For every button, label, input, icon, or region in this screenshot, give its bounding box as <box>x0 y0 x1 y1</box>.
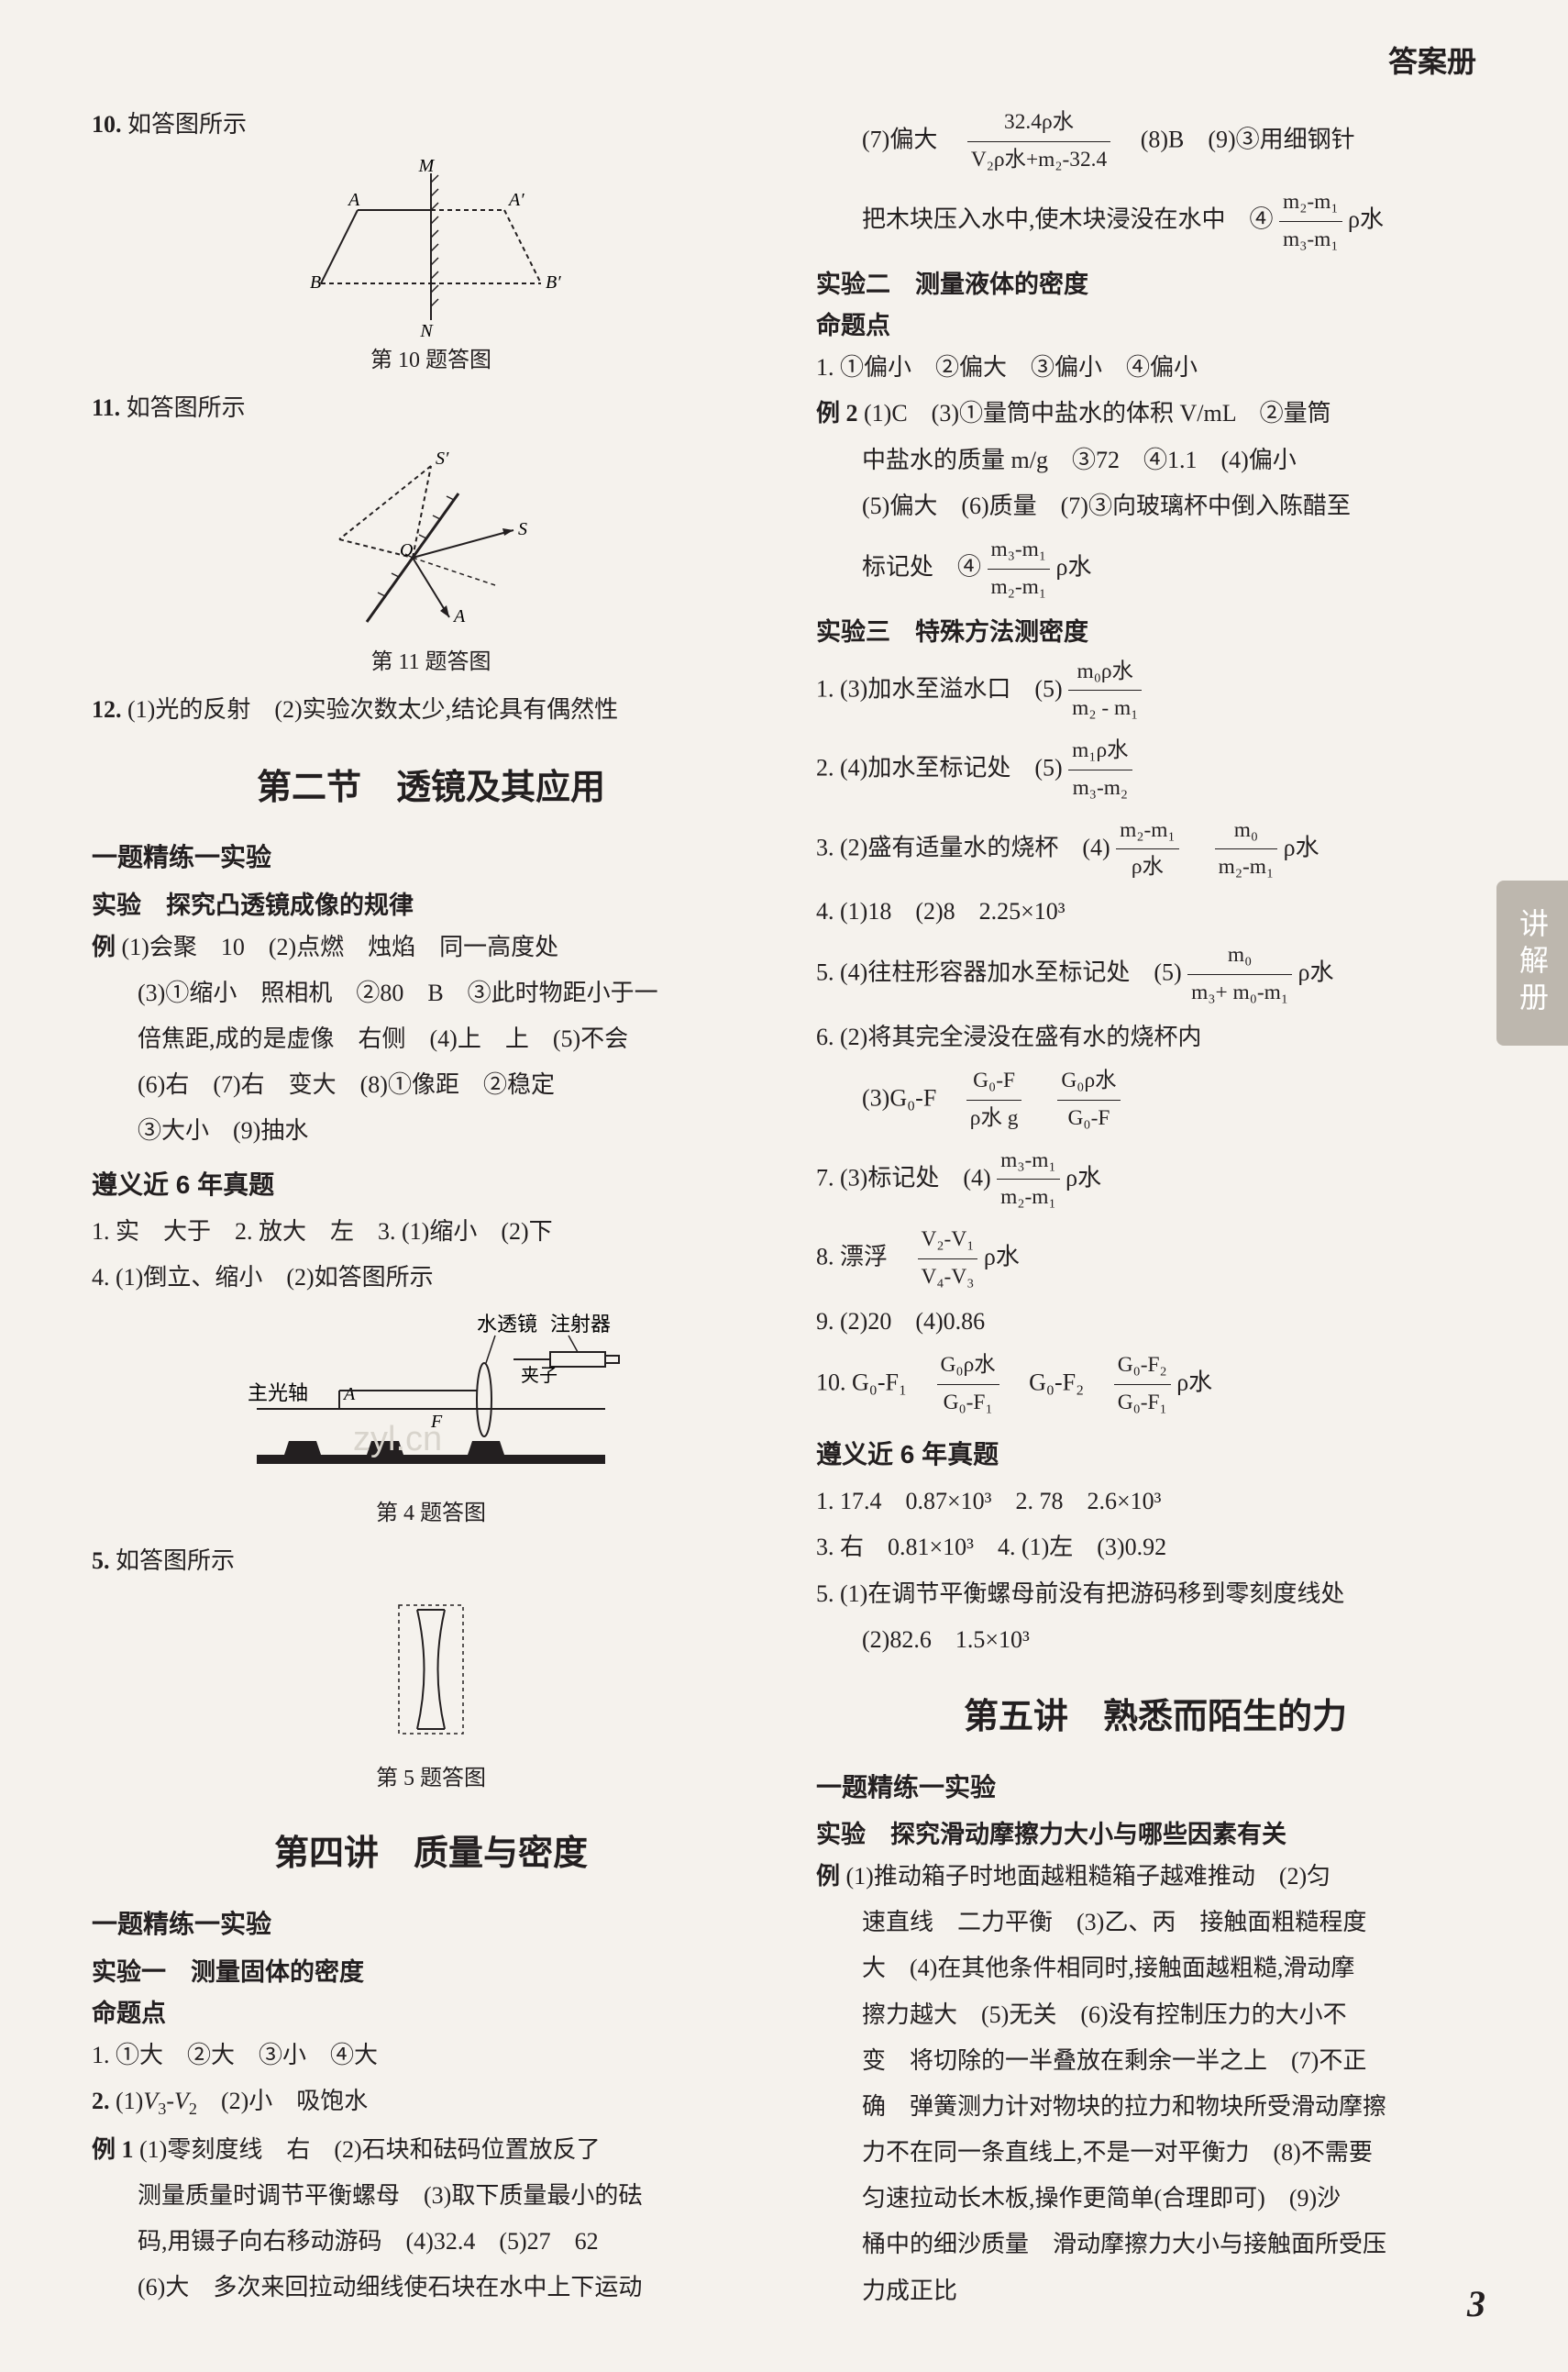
m2-line: 1. ①偏小 ②偏大 ③偏小 ④偏小 <box>816 348 1495 388</box>
ex4-line: 速直线 二力平衡 (3)乙、丙 接触面粗糙程度 <box>862 1902 1495 1943</box>
ex-line: (3)①缩小 照相机 ②80 B ③此时物距小于一 <box>138 973 770 1014</box>
svg-text:M: M <box>418 156 436 176</box>
content-columns: 10. 如答图所示 M A A′ <box>92 105 1495 2316</box>
ex2: 例 2 (1)C (3)①量筒中盐水的体积 V/mL ②量筒 <box>816 393 1495 434</box>
ex4-line: 变 将切除的一半叠放在剩余一半之上 (7)不正 <box>862 2041 1495 2081</box>
ex4-line: 大 (4)在其他条件相同时,接触面越粗糙,滑动摩 <box>862 1948 1495 1989</box>
q11: 11. 如答图所示 <box>92 388 770 428</box>
ex2-line: 中盐水的质量 m/g ③72 ④1.1 (4)偏小 <box>862 440 1495 481</box>
svg-text:主光轴: 主光轴 <box>248 1381 308 1404</box>
r9: 9. (2)20 (4)0.86 <box>816 1302 1495 1342</box>
ex4-line: 桶中的细沙质量 滑动摩擦力大小与接触面所受压 <box>862 2224 1495 2265</box>
q12: 12. (1)光的反射 (2)实验次数太少,结论具有偶然性 <box>92 690 770 730</box>
r10: 10. G₀-F₁ G₀ρ水G₀-F₁ G₀-F₂ G₀-F₂G₀-F₁ ρ水 <box>816 1347 1495 1422</box>
page-header: 答案册 <box>92 37 1495 86</box>
svg-text:O: O <box>400 540 413 560</box>
ex-line: (6)右 (7)右 变大 (8)①像距 ②稳定 <box>138 1065 770 1105</box>
mingti: 命题点 <box>92 1993 770 2035</box>
svg-text:S′: S′ <box>436 449 449 469</box>
ex1: 例 1 (1)零刻度线 右 (2)石块和砝码位置放反了 <box>92 2130 770 2170</box>
q10-text: 如答图所示 <box>127 111 247 138</box>
diagram-5: 第 5 题答图 <box>92 1591 770 1798</box>
r5: 5. (4)往柱形容器加水至标记处 (5) m₀m₃+ m₀-m₁ ρ水 <box>816 937 1495 1012</box>
r3: 3. (2)盛有适量水的烧杯 (4) m₂-m₁ρ水 m₀m₂-m₁ ρ水 <box>816 813 1495 887</box>
svg-text:A: A <box>347 190 360 210</box>
z2-line: (2)82.6 1.5×10³ <box>862 1620 1495 1660</box>
svg-text:A: A <box>342 1384 356 1404</box>
m-line: 1. ①大 ②大 ③小 ④大 <box>92 2035 770 2076</box>
q5: 5. 如答图所示 <box>92 1541 770 1581</box>
ex2-line4: 标记处 ④ m₃-m₁m₂-m₁ ρ水 <box>862 532 1495 606</box>
exp-title-1: 实验 探究凸透镜成像的规律 <box>92 885 770 927</box>
sec2: 一题精练一实验 <box>92 1902 770 1946</box>
diagram-10: M A A′ B B′ N 第 10 题答图 <box>92 155 770 380</box>
left-column: 10. 如答图所示 M A A′ <box>92 105 770 2316</box>
ex-line: 倍焦距,成的是虚像 右侧 (4)上 上 (5)不会 <box>138 1019 770 1059</box>
ex4-line: 匀速拉动长木板,操作更简单(合理即可) (9)沙 <box>862 2178 1495 2219</box>
sec3: 一题精练一实验 <box>816 1766 1495 1810</box>
r2: 2. (4)加水至标记处 (5) m₁ρ水m₃-m₂ <box>816 733 1495 807</box>
exp3-title: 实验三 特殊方法测密度 <box>816 612 1495 654</box>
diagram4-caption: 第 4 题答图 <box>92 1495 770 1533</box>
r6b: (3)G₀-F G₀-Fρ水 g G₀ρ水G₀-F <box>862 1063 1495 1137</box>
ex-line: ③大小 (9)抽水 <box>138 1111 770 1151</box>
section-title-2: 第四讲 质量与密度 <box>92 1824 770 1884</box>
r7: 7. (3)标记处 (4) m₃-m₁m₂-m₁ ρ水 <box>816 1143 1495 1217</box>
ex4-line: 力成正比 <box>862 2271 1495 2311</box>
ex4-line: 确 弹簧测力计对物块的拉力和物块所受滑动摩擦 <box>862 2087 1495 2127</box>
ex4-line: 力不在同一条直线上,不是一对平衡力 (8)不需要 <box>862 2133 1495 2173</box>
diagram11-caption: 第 11 题答图 <box>92 644 770 682</box>
mingti2: 命题点 <box>816 305 1495 348</box>
r-line2: 把木块压入水中,使木块浸没在水中 ④ m₂-m₁m₃-m₁ ρ水 <box>862 184 1495 259</box>
svg-text:注射器: 注射器 <box>550 1313 611 1336</box>
exp4-title: 实验 探究滑动摩擦力大小与哪些因素有关 <box>816 1814 1495 1857</box>
svg-text:S: S <box>518 519 527 539</box>
m-line: 2. (1)V3-V2 (2)小 吸饱水 <box>92 2081 770 2123</box>
diagram-11: S′ O S A 第 11 题答图 <box>92 438 770 682</box>
q11-text: 如答图所示 <box>127 394 246 421</box>
diagram10-caption: 第 10 题答图 <box>92 342 770 380</box>
r-line1: (7)偏大 32.4ρ水V₂ρ水+m₂-32.4 (8)B (9)③用细钢针 <box>862 105 1495 179</box>
right-column: (7)偏大 32.4ρ水V₂ρ水+m₂-32.4 (8)B (9)③用细钢针 把… <box>816 105 1495 2316</box>
ex4-line: 擦力越大 (5)无关 (6)没有控制压力的大小不 <box>862 1995 1495 2035</box>
r6: 6. (2)将其完全浸没在盛有水的烧杯内 <box>816 1017 1495 1058</box>
example-left: 例 (1)会聚 10 (2)点燃 烛焰 同一高度处 <box>92 927 770 968</box>
svg-text:A: A <box>452 606 466 626</box>
diagram5-caption: 第 5 题答图 <box>92 1760 770 1798</box>
exp2-title: 实验二 测量液体的密度 <box>816 264 1495 306</box>
diagram-4: 水透镜 注射器 夹子 主光轴 A F zyl.cn <box>92 1308 770 1533</box>
section-title-3: 第五讲 熟悉而陌生的力 <box>816 1688 1495 1747</box>
r1: 1. (3)加水至溢水口 (5) m₀ρ水m₂ - m₁ <box>816 654 1495 728</box>
svg-text:N: N <box>419 321 434 338</box>
exp-title-2: 实验一 测量固体的密度 <box>92 1952 770 1994</box>
q10: 10. 如答图所示 <box>92 105 770 145</box>
svg-text:夹子: 夹子 <box>521 1365 558 1386</box>
r4: 4. (1)18 (2)8 2.25×10³ <box>816 892 1495 932</box>
z2-line: 1. 17.4 0.87×10³ 2. 78 2.6×10³ <box>816 1481 1495 1522</box>
svg-text:B: B <box>310 272 321 293</box>
zunyi-title: 遵义近 6 年真题 <box>92 1163 770 1207</box>
section-title-1: 第二节 透镜及其应用 <box>92 759 770 818</box>
q10-label: 10. <box>92 111 122 138</box>
sec1: 一题精练一实验 <box>92 836 770 880</box>
q11-label: 11. <box>92 394 120 421</box>
z-line: 4. (1)倒立、缩小 (2)如答图所示 <box>92 1258 770 1298</box>
z2-line: 3. 右 0.81×10³ 4. (1)左 (3)0.92 <box>816 1527 1495 1568</box>
z-line: 1. 实 大于 2. 放大 左 3. (1)缩小 (2)下 <box>92 1212 770 1252</box>
page-number: 3 <box>1467 2273 1485 2335</box>
svg-text:水透镜: 水透镜 <box>477 1313 537 1336</box>
ex1-line: 测量质量时调节平衡螺母 (3)取下质量最小的砝 <box>138 2176 770 2216</box>
ex1-line: (6)大 多次来回拉动细线使石块在水中上下运动 <box>138 2267 770 2308</box>
z2-line: 5. (1)在调节平衡螺母前没有把游码移到零刻度线处 <box>816 1574 1495 1614</box>
ex4: 例 (1)推动箱子时地面越粗糙箱子越难推动 (2)匀 <box>816 1857 1495 1897</box>
ex2-line: (5)偏大 (6)质量 (7)③向玻璃杯中倒入陈醋至 <box>862 486 1495 526</box>
side-tab: 讲解册 <box>1496 881 1568 1046</box>
zunyi2: 遵义近 6 年真题 <box>816 1433 1495 1477</box>
svg-text:B′: B′ <box>546 272 561 293</box>
svg-text:zyl.cn: zyl.cn <box>353 1420 442 1458</box>
r8: 8. 漂浮 V₂-V₁V₄-V₃ ρ水 <box>816 1222 1495 1296</box>
svg-text:A′: A′ <box>507 190 525 210</box>
